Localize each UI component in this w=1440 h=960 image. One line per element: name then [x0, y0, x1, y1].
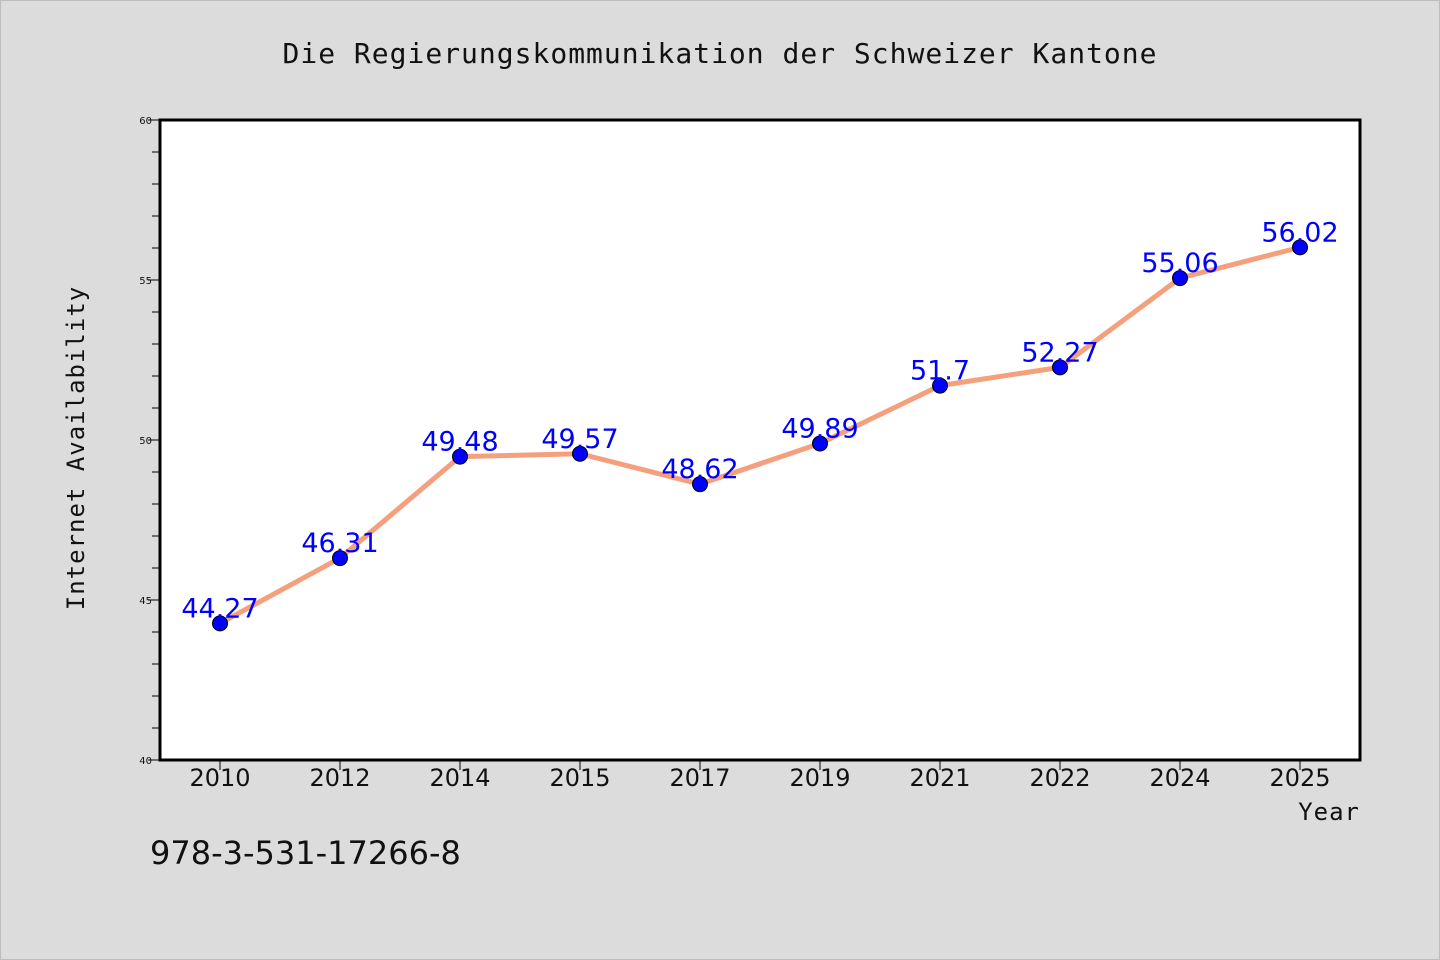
data-point: [1292, 239, 1308, 256]
x-tick-label: 2021: [909, 764, 970, 792]
y-tick-label: 50: [139, 436, 152, 447]
data-point: [812, 435, 828, 452]
y-tick-label: 45: [139, 596, 152, 607]
data-point: [212, 615, 228, 632]
data-label: 51.7: [910, 356, 970, 387]
data-point: [572, 445, 588, 462]
x-tick-label: 2025: [1269, 764, 1330, 792]
x-tick-label: 2017: [669, 764, 730, 792]
plot-frame: [158, 118, 1362, 762]
chart-title: Die Regierungskommunikation der Schweize…: [282, 37, 1157, 70]
data-point: [692, 476, 708, 493]
x-tick-label: 2015: [549, 764, 610, 792]
y-tick-label: 55: [139, 276, 152, 287]
x-axis: 2010 2012 2014 2015 2017 2019 2021 2022 2024 2025: [189, 760, 1331, 792]
data-label: 48.62: [661, 454, 738, 485]
x-tick-label: 2019: [789, 764, 850, 792]
data-point: [1052, 359, 1068, 376]
x-tick-label: 2012: [309, 764, 370, 792]
data-label: 49.48: [421, 427, 498, 458]
data-label: 52.27: [1021, 337, 1098, 368]
series-line: [217, 244, 1303, 626]
data-label: 55.06: [1141, 248, 1218, 279]
data-label: 44.27: [181, 593, 258, 624]
data-label: 56.02: [1261, 217, 1338, 248]
y-axis-label: Internet Availability: [62, 286, 90, 610]
data-point: [932, 377, 948, 394]
series-layer: 44.27 46.31 49.48 49.57 48.62 49.89 51.7 52.27 5…: [181, 217, 1339, 632]
data-label: 49.89: [781, 414, 858, 445]
x-tick-label: 2014: [429, 764, 490, 792]
y-tick-label: 40: [139, 756, 152, 767]
data-point: [332, 550, 348, 567]
x-tick-label: 2022: [1029, 764, 1090, 792]
y-tick-label: 60: [139, 116, 152, 127]
isbn-footer: 978-3-531-17266-8: [150, 834, 461, 872]
plot-area: [160, 120, 1360, 760]
x-tick-label: 2010: [189, 764, 250, 792]
data-point: [1172, 270, 1188, 287]
data-point: [452, 448, 468, 465]
data-label: 49.57: [541, 424, 618, 455]
data-label: 46.31: [301, 528, 378, 559]
x-axis-label: Year: [1298, 798, 1360, 826]
x-tick-label: 2024: [1149, 764, 1210, 792]
